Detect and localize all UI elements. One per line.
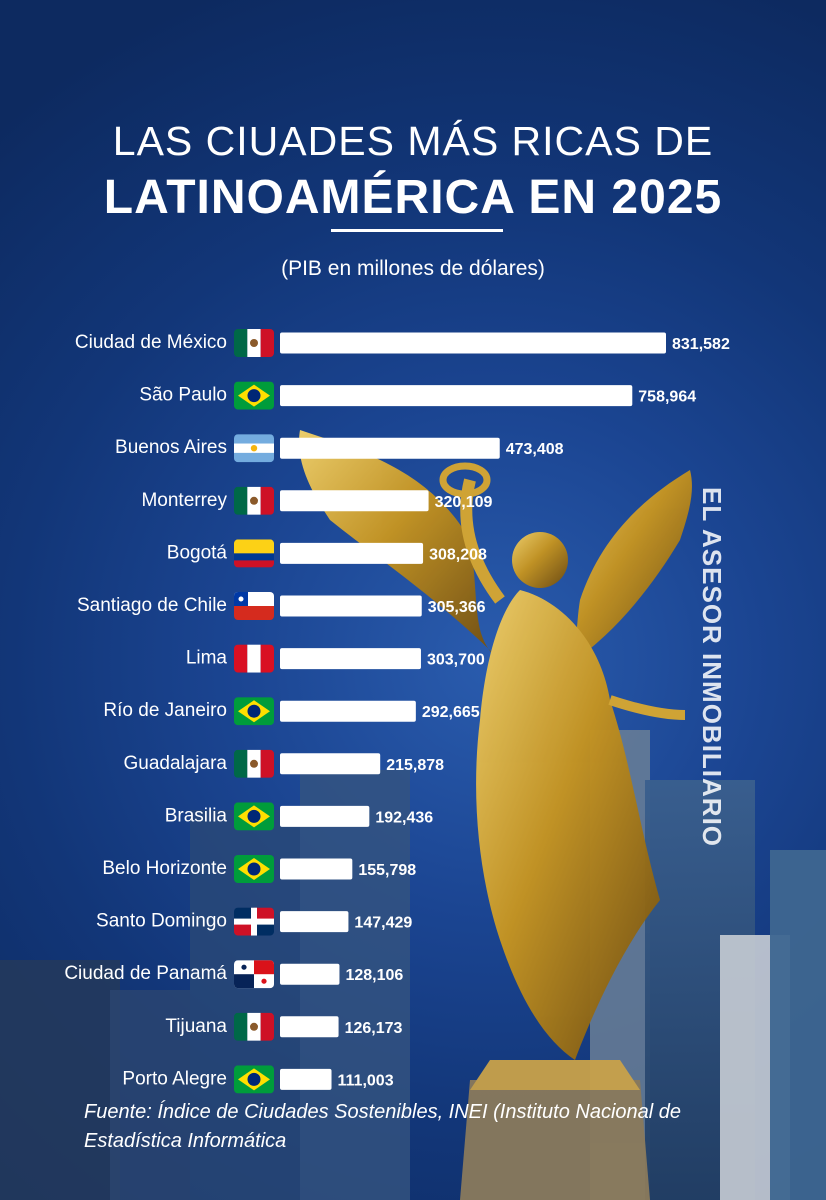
bar-row: Belo Horizonte 155,798: [102, 855, 416, 883]
value-label: 305,366: [428, 599, 486, 616]
brazil-flag-icon: [234, 855, 274, 883]
value-label: 320,109: [435, 494, 493, 511]
title-line-1: LAS CIUADES MÁS RICAS DE: [112, 118, 714, 164]
value-label: 831,582: [672, 336, 730, 353]
brazil-flag-icon: [234, 381, 274, 410]
category-label: Ciudad de Panamá: [64, 963, 227, 984]
category-label: Porto Alegre: [122, 1068, 227, 1089]
bar-row: Brasilia 192,436: [165, 802, 433, 831]
dominican-republic-flag-icon: [234, 907, 274, 936]
bar: [280, 963, 340, 985]
category-label: Belo Horizonte: [102, 858, 227, 879]
category-label: São Paulo: [139, 385, 227, 406]
category-label: Guadalajara: [123, 753, 227, 774]
watermark: EL ASESOR INMOBILIARIO: [697, 487, 727, 847]
bar-row: Tijuana 126,173: [165, 1012, 403, 1041]
value-label: 292,665: [422, 704, 480, 721]
bar-row: Ciudad de México 831,582: [75, 329, 730, 357]
category-label: Río de Janeiro: [103, 700, 227, 721]
title-underline: [331, 229, 503, 232]
bar: [280, 1068, 332, 1090]
bar-row: Santiago de Chile 305,366: [77, 592, 486, 620]
value-label: 155,798: [358, 862, 416, 879]
peru-flag-icon: [234, 644, 274, 673]
chile-flag-icon: [234, 592, 274, 620]
bar-row: Santo Domingo 147,429: [96, 907, 412, 936]
mexico-flag-icon: [234, 1012, 274, 1041]
title-line-2: LATINOAMÉRICA EN 2025: [103, 171, 723, 224]
subtitle: (PIB en millones de dólares): [281, 257, 545, 280]
bar: [280, 753, 381, 775]
bar-row: Ciudad de Panamá 128,106: [64, 960, 403, 989]
value-label: 758,964: [638, 389, 696, 406]
brazil-flag-icon: [234, 697, 274, 726]
bar-row: Río de Janeiro 292,665: [103, 697, 480, 726]
bar: [280, 805, 370, 827]
bar-row: Buenos Aires 473,408: [115, 434, 564, 463]
value-label: 111,003: [338, 1072, 394, 1089]
bar: [280, 332, 666, 354]
mexico-flag-icon: [234, 749, 274, 778]
mexico-flag-icon: [234, 486, 274, 515]
bar-row: Monterrey 320,109: [141, 486, 493, 515]
watermark-text: EL ASESOR INMOBILIARIO: [697, 487, 727, 847]
value-label: 192,436: [375, 809, 433, 826]
value-label: 126,173: [345, 1020, 403, 1037]
category-label: Bogotá: [167, 542, 228, 563]
bar: [280, 385, 633, 407]
value-label: 303,700: [427, 652, 485, 669]
value-label: 473,408: [506, 441, 564, 458]
category-label: Brasilia: [165, 805, 228, 826]
bar: [280, 700, 416, 722]
category-label: Buenos Aires: [115, 437, 227, 458]
source-note: Fuente: Índice de Ciudades Sostenibles, …: [84, 1101, 682, 1152]
bar: [280, 437, 500, 459]
bar-row: Porto Alegre 111,003: [122, 1065, 394, 1094]
building: [770, 850, 826, 1200]
bar: [280, 858, 353, 880]
building: [300, 770, 410, 1200]
bar-row: Lima 303,700: [186, 644, 485, 673]
category-label: Santiago de Chile: [77, 595, 227, 616]
bar: [280, 542, 424, 564]
bar: [280, 911, 349, 933]
bar-row: Guadalajara 215,878: [123, 749, 444, 778]
bar: [280, 595, 422, 617]
bar-row: São Paulo 758,964: [139, 381, 696, 410]
category-label: Tijuana: [165, 1016, 227, 1037]
argentina-flag-icon: [234, 434, 274, 463]
category-label: Ciudad de México: [75, 332, 227, 353]
value-label: 215,878: [386, 757, 444, 774]
bar: [280, 1016, 339, 1038]
value-label: 147,429: [354, 915, 412, 932]
building: [0, 960, 120, 1200]
bar-row: Bogotá 308,208: [167, 539, 487, 568]
value-label: 128,106: [345, 967, 403, 984]
bar: [280, 490, 429, 512]
category-label: Santo Domingo: [96, 911, 227, 932]
value-label: 308,208: [429, 546, 487, 563]
mexico-flag-icon: [234, 329, 274, 357]
brazil-flag-icon: [234, 1065, 274, 1094]
category-label: Lima: [186, 648, 228, 669]
category-label: Monterrey: [141, 490, 227, 511]
bar: [280, 648, 421, 670]
panama-flag-icon: [234, 960, 274, 989]
colombia-flag-icon: [234, 539, 274, 568]
building: [110, 990, 190, 1200]
brazil-flag-icon: [234, 802, 274, 831]
